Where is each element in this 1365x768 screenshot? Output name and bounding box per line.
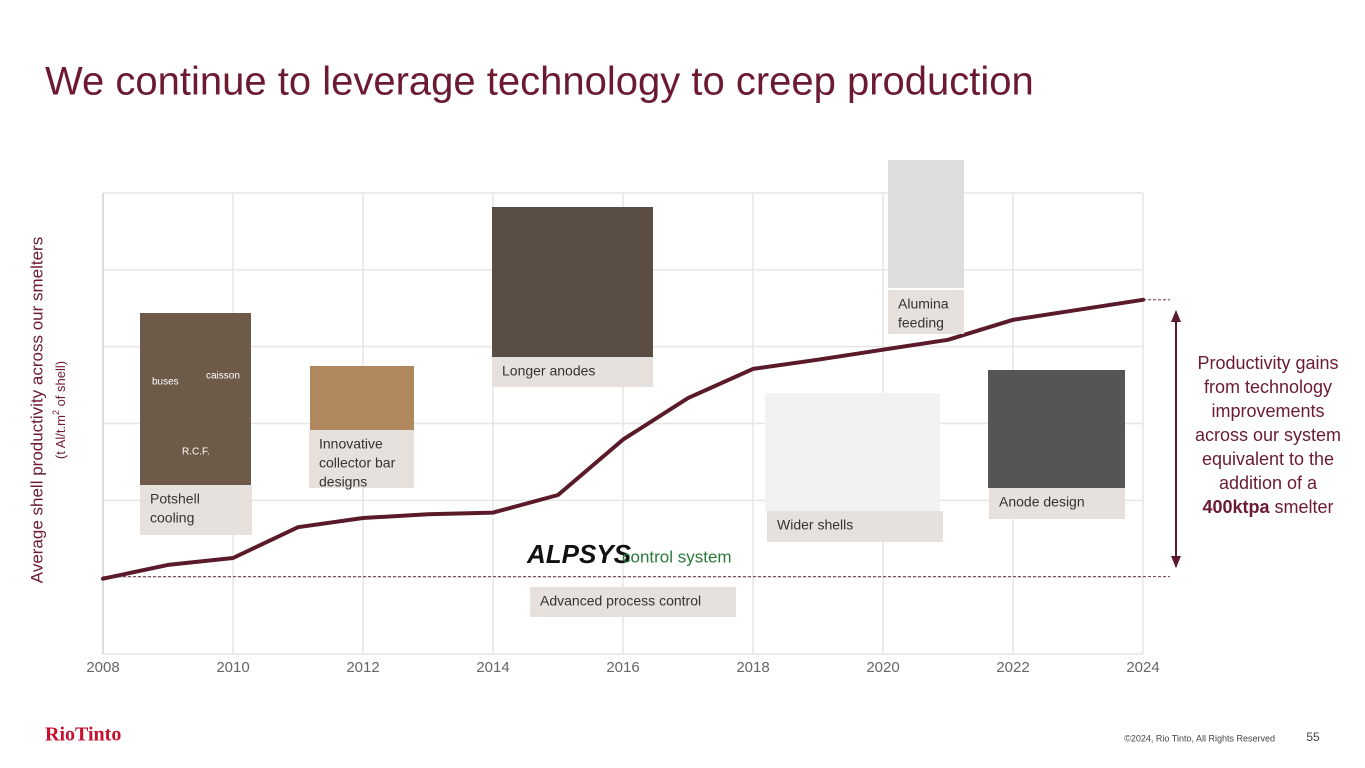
annotation-box: [530, 587, 736, 617]
x-tick-label: 2022: [996, 659, 1029, 676]
gain-tail: smelter: [1270, 497, 1334, 517]
annotation-box: [767, 511, 943, 542]
copyright: ©2024, Rio Tinto, All Rights Reserved: [1124, 733, 1275, 743]
gain-note: 400ktpa smelter: [1202, 497, 1333, 517]
annotation-label: Alumina: [898, 296, 949, 312]
footer-logo: RioTinto: [45, 724, 121, 746]
x-tick-label: 2008: [86, 659, 119, 676]
line-series: [101, 297, 1145, 581]
annotation-box: [309, 430, 414, 488]
gain-note: improvements: [1211, 401, 1324, 421]
unit-b: of shell): [53, 361, 68, 410]
image-caption: R.C.F.: [182, 447, 210, 458]
annotation-box: [888, 290, 964, 334]
gain-note: from technology: [1204, 377, 1332, 397]
annotation-label: collector bar: [319, 455, 396, 471]
gain-bold: 400ktpa: [1202, 497, 1270, 517]
slide-title: We continue to leverage technology to cr…: [45, 60, 1034, 104]
page-number: 55: [1306, 730, 1320, 744]
image-caption: buses: [152, 377, 179, 388]
annotation-label: cooling: [150, 510, 194, 526]
annotation-label: Innovative: [319, 436, 383, 452]
annotation-label: designs: [319, 474, 367, 490]
annotation-label: Wider shells: [777, 517, 853, 533]
x-tick-label: 2012: [346, 659, 379, 676]
gain-note: across our system: [1195, 425, 1341, 445]
x-tick-label: 2020: [866, 659, 899, 676]
unit-sup: 2: [51, 410, 61, 415]
logo-text: control system: [622, 547, 732, 566]
annotation-label: Advanced process control: [540, 593, 701, 609]
annotation-box: [989, 488, 1125, 519]
logo: ALPSYS: [526, 539, 632, 569]
annotation-box: [492, 357, 653, 387]
annotation-label: Anode design: [999, 494, 1085, 510]
annotation-label: Potshell: [150, 491, 200, 507]
gain-note: Productivity gains: [1197, 353, 1338, 373]
annotation-image: [140, 313, 251, 485]
unit-a: (t Al/t.m: [53, 415, 68, 459]
annotation-label: Longer anodes: [502, 363, 595, 379]
y-axis-unit: (t Al/t.m2 of shell): [51, 361, 68, 459]
x-tick-label: 2018: [736, 659, 769, 676]
x-tick-label: 2010: [216, 659, 249, 676]
annotation-label: feeding: [898, 315, 944, 331]
image-caption: caisson: [206, 371, 240, 382]
annotation-box: [140, 485, 252, 535]
annotation-image: [988, 370, 1125, 488]
y-axis-label: Average shell productivity across our sm…: [27, 237, 46, 583]
x-tick-label: 2024: [1126, 659, 1159, 676]
annotation-image: [888, 160, 964, 288]
gain-note: equivalent to the: [1202, 449, 1334, 469]
annotation-image: [765, 393, 940, 511]
annotation-image: [492, 207, 653, 357]
x-tick-label: 2014: [476, 659, 509, 676]
x-tick-label: 2016: [606, 659, 639, 676]
gain-note: addition of a: [1219, 473, 1318, 493]
